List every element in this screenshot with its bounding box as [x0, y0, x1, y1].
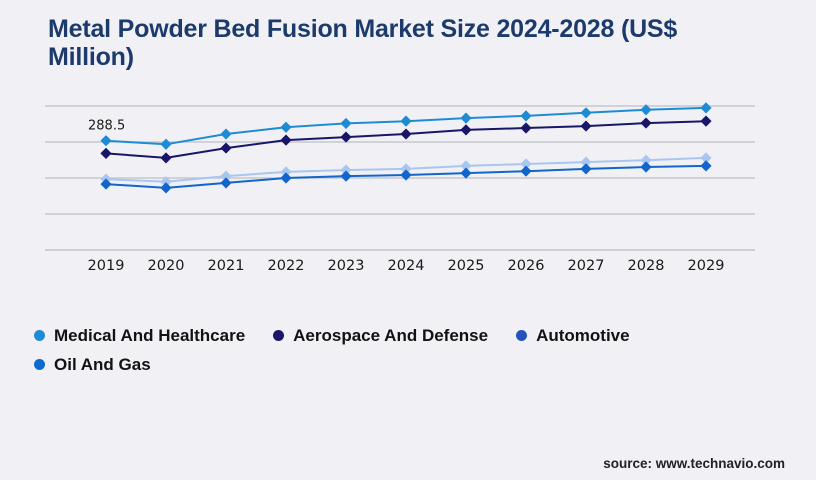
data-point-aerospace-and-defense-2023 [340, 131, 352, 143]
x-tick-label-2022: 2022 [268, 258, 305, 274]
data-point-oil-and-gas-2023 [340, 170, 352, 182]
data-point-aerospace-and-defense-2025 [460, 124, 472, 136]
x-tick-label-2027: 2027 [568, 258, 605, 274]
data-point-automotive-2025 [460, 160, 472, 172]
x-tick-label-2019: 2019 [88, 258, 125, 274]
data-point-oil-and-gas-2019 [100, 178, 112, 190]
data-point-automotive-2022 [280, 166, 292, 178]
legend-label-automotive: Automotive [536, 326, 630, 345]
x-tick-label-2021: 2021 [208, 258, 245, 274]
data-point-oil-and-gas-2025 [460, 167, 472, 179]
data-point-aerospace-and-defense-2021 [220, 142, 232, 154]
data-point-medical-and-healthcare-2028 [640, 104, 652, 116]
x-tick-label-2020: 2020 [148, 258, 185, 274]
legend: Medical And Healthcare Aerospace And Defe… [34, 324, 674, 376]
data-point-medical-and-healthcare-2025 [460, 112, 472, 124]
data-point-medical-and-healthcare-2020 [160, 138, 172, 150]
data-point-oil-and-gas-2026 [520, 165, 532, 177]
data-point-automotive-2027 [580, 156, 592, 168]
x-tick-label-2028: 2028 [628, 258, 665, 274]
data-point-aerospace-and-defense-2027 [580, 120, 592, 132]
data-point-aerospace-and-defense-2022 [280, 134, 292, 146]
data-point-medical-and-healthcare-2022 [280, 121, 292, 133]
data-point-automotive-2020 [160, 176, 172, 188]
legend-item-automotive: Automotive [516, 324, 630, 347]
data-point-medical-and-healthcare-2026 [520, 110, 532, 122]
data-point-aerospace-and-defense-2024 [400, 128, 412, 140]
x-tick-label-2024: 2024 [388, 258, 425, 274]
data-point-aerospace-and-defense-2029 [700, 115, 712, 127]
data-point-automotive-2024 [400, 163, 412, 175]
data-point-oil-and-gas-2029 [700, 160, 712, 172]
legend-label-aerospace-and-defense: Aerospace And Defense [293, 326, 489, 345]
x-tick-label-2029: 2029 [688, 258, 725, 274]
data-point-medical-and-healthcare-2019 [100, 135, 112, 147]
data-point-aerospace-and-defense-2026 [520, 122, 532, 134]
data-point-automotive-2026 [520, 158, 532, 170]
legend-dot-aerospace-and-defense [273, 330, 285, 341]
data-point-aerospace-and-defense-2019 [100, 147, 112, 159]
data-point-medical-and-healthcare-2023 [340, 117, 352, 130]
data-point-oil-and-gas-2027 [580, 163, 592, 175]
data-point-oil-and-gas-2020 [160, 182, 172, 194]
data-point-oil-and-gas-2021 [220, 177, 232, 189]
data-point-medical-and-healthcare-2024 [400, 115, 412, 127]
data-point-oil-and-gas-2028 [640, 161, 652, 173]
x-tick-label-2026: 2026 [508, 258, 545, 274]
legend-label-oil-and-gas: Oil And Gas [54, 355, 151, 374]
data-point-oil-and-gas-2022 [280, 172, 292, 184]
data-point-aerospace-and-defense-2028 [640, 117, 652, 129]
line-chart-canvas: 288.5 2019 2020 2021 2022 2023 2024 2025 2026 202… [45, 102, 755, 274]
legend-dot-medical-and-healthcare [34, 330, 45, 341]
data-point-automotive-2023 [340, 164, 352, 176]
data-point-automotive-2028 [640, 154, 652, 166]
data-point-oil-and-gas-2024 [400, 169, 412, 181]
legend-item-oil-and-gas: Oil And Gas [34, 353, 151, 376]
x-tick-label-2025: 2025 [448, 258, 485, 274]
data-point-medical-and-healthcare-2021 [220, 128, 232, 140]
data-point-automotive-2029 [700, 152, 712, 164]
market-size-line-chart: 288.5 2019 2020 2021 2022 2023 2024 2025 2026 202… [45, 102, 755, 274]
legend-dot-oil-and-gas [34, 359, 45, 370]
source-attribution: source: www.technavio.com [603, 456, 785, 471]
data-point-automotive-2021 [220, 170, 232, 182]
data-label-288-5: 288.5 [88, 119, 125, 134]
chart-title: Metal Powder Bed Fusion Market Size 2024… [48, 15, 678, 71]
legend-dot-automotive [516, 330, 528, 341]
legend-item-medical-and-healthcare: Medical And Healthcare [34, 324, 245, 347]
x-tick-label-2023: 2023 [328, 258, 365, 274]
data-point-medical-and-healthcare-2027 [580, 107, 592, 119]
legend-label-medical-and-healthcare: Medical And Healthcare [54, 326, 246, 345]
data-point-medical-and-healthcare-2029 [700, 102, 712, 114]
data-point-aerospace-and-defense-2020 [160, 152, 172, 164]
legend-item-aerospace-and-defense: Aerospace And Defense [273, 324, 488, 347]
